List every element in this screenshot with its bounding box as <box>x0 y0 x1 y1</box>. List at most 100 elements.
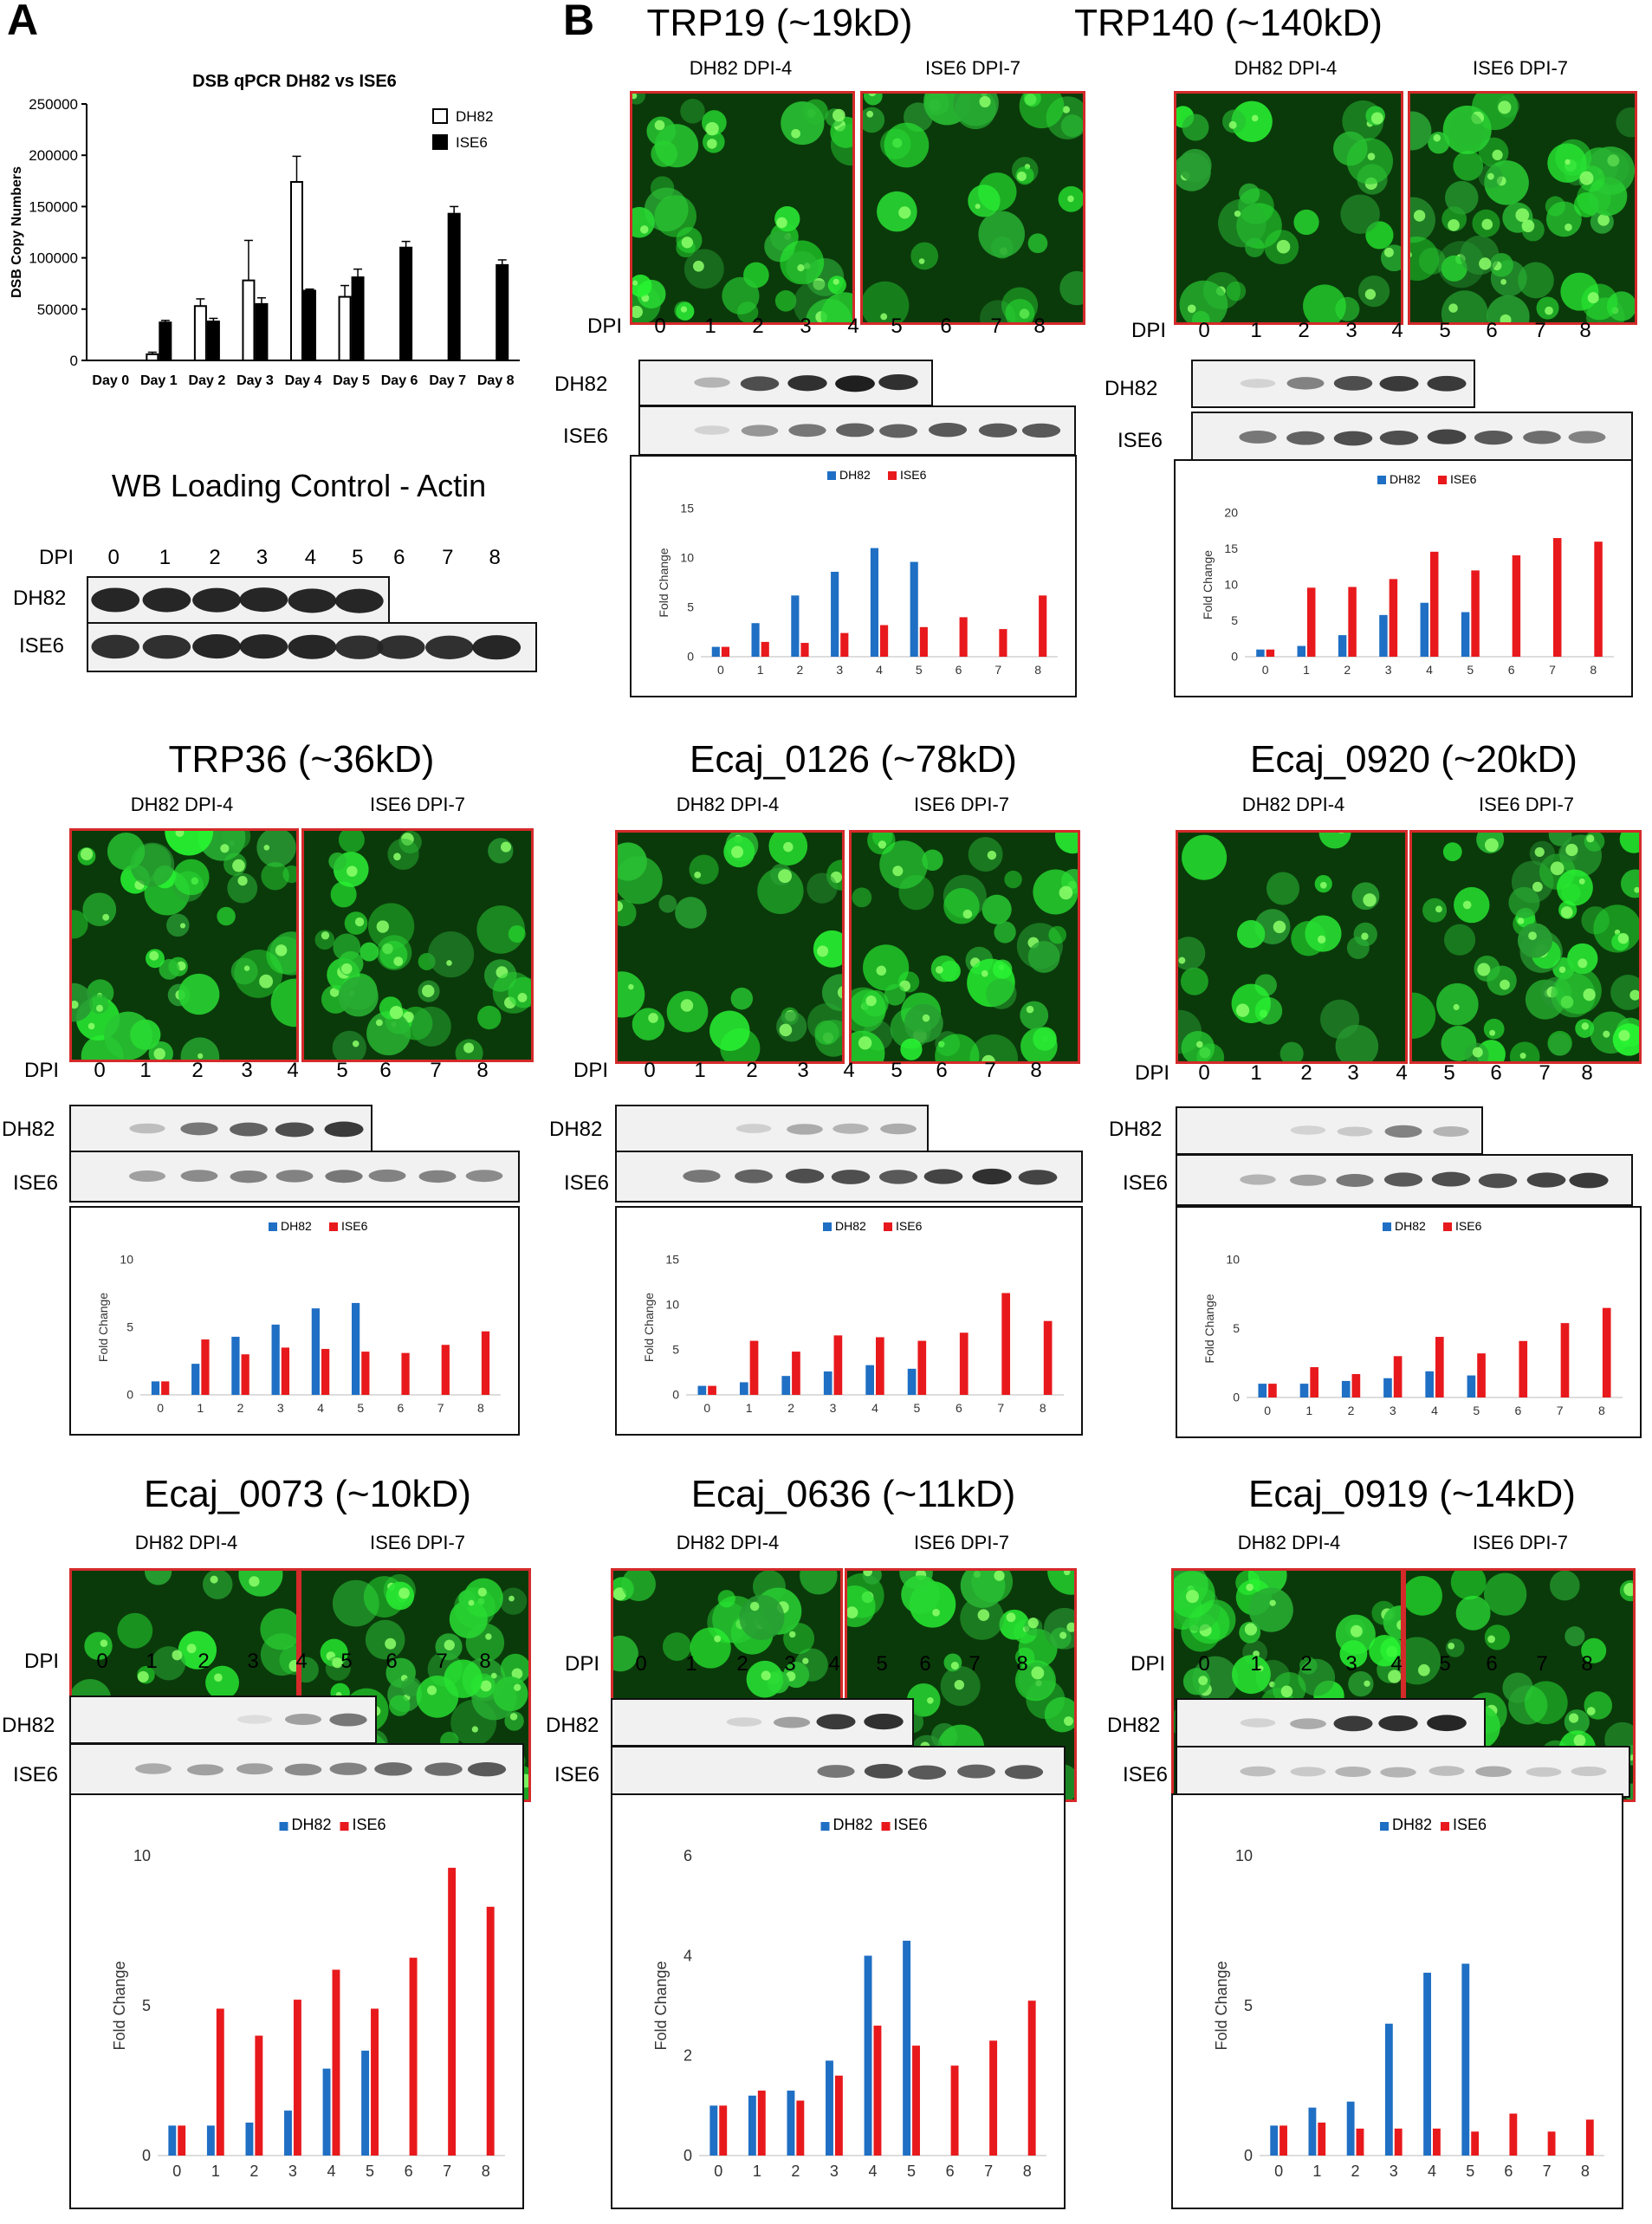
protein-2-dpi-tick: 2 <box>191 1059 204 1082</box>
inclusion <box>1448 1642 1455 1650</box>
blot-band <box>1427 375 1467 392</box>
protein-4-micro-label-dh82: DH82 DPI-4 <box>1241 794 1345 815</box>
blot-band <box>878 373 918 391</box>
fc-legend-swatch <box>1377 476 1386 484</box>
cell <box>332 1030 366 1060</box>
inclusion <box>1388 1670 1401 1683</box>
inclusion <box>618 900 624 912</box>
inclusion <box>1363 893 1377 907</box>
protein-7-lane-ise6: ISE6 <box>1123 1763 1169 1786</box>
inclusion <box>1062 106 1071 113</box>
protein-1-lane-ise6: ISE6 <box>1118 429 1163 452</box>
fc-legend-swatch <box>279 1822 288 1831</box>
inclusion <box>832 278 839 285</box>
cell <box>145 1571 172 1585</box>
fc-ytick-label: 15 <box>1224 541 1238 555</box>
inclusion <box>1500 979 1510 990</box>
fc-bar-ise6 <box>1389 579 1398 657</box>
protein-6-dpi-tick: 4 <box>828 1652 840 1676</box>
protein-1-dpi-tick: 0 <box>1198 319 1210 342</box>
inclusion <box>1565 223 1572 231</box>
inclusion <box>1273 920 1286 934</box>
fc-legend-label: ISE6 <box>1453 1816 1487 1833</box>
inclusion <box>1487 1635 1495 1644</box>
blot-band <box>1333 431 1373 446</box>
cell <box>338 831 365 853</box>
fc-bar-dh82 <box>1299 1384 1309 1397</box>
cell <box>1410 111 1432 151</box>
fc-xtick-label: 3 <box>288 2162 297 2180</box>
micro-svg <box>304 831 531 1060</box>
inclusion <box>1462 900 1472 910</box>
inclusion <box>321 931 330 940</box>
inclusion <box>1364 289 1377 300</box>
protein-3-micro-label-dh82: DH82 DPI-4 <box>676 794 780 815</box>
protein-5-dpi-tick: 7 <box>436 1650 448 1673</box>
protein-0-title: TRP19 (~19kD) <box>646 2 913 44</box>
fc-bar-dh82 <box>231 1336 240 1395</box>
protein-4-dpi-tick: 3 <box>1347 1061 1359 1085</box>
fc-bar-dh82 <box>831 571 839 657</box>
protein-3-blot-ise6 <box>615 1151 1083 1203</box>
protein-6-dpi-tick: 2 <box>736 1652 748 1676</box>
inclusion <box>791 128 800 139</box>
inclusion <box>1577 958 1588 969</box>
blot-band <box>879 424 917 438</box>
inclusion <box>1492 149 1503 161</box>
fc-xtick-label: 8 <box>482 2162 490 2180</box>
qpcr-xtick-label: Day 0 <box>92 373 129 388</box>
qpcr-xtick-label: Day 1 <box>140 373 178 388</box>
protein-5-dpi-tick: 2 <box>198 1650 210 1673</box>
protein-3-micrograph-ise6 <box>849 830 1080 1064</box>
cell <box>1218 198 1267 248</box>
cell <box>1596 152 1629 185</box>
cell <box>1033 869 1078 915</box>
inclusion <box>1063 1571 1071 1576</box>
protein-1-dpi-tick: 2 <box>1298 319 1310 342</box>
inclusion <box>632 305 643 319</box>
cell <box>1616 107 1635 138</box>
blot-band <box>1240 1174 1276 1185</box>
cell <box>1383 1605 1401 1639</box>
micro-svg <box>1176 94 1401 322</box>
inclusion <box>393 956 404 966</box>
fc-xtick-label: 8 <box>477 1401 484 1415</box>
inclusion <box>1487 172 1494 180</box>
fc-ytick-label: 10 <box>133 1847 151 1864</box>
inclusion <box>632 280 638 286</box>
protein-0-dpi-tick: 3 <box>800 314 812 338</box>
inclusion <box>868 94 877 97</box>
fc-ytick-label: 5 <box>687 600 694 614</box>
wb-actin-dpi-tick: 0 <box>107 546 120 569</box>
fc-bar-ise6 <box>873 2026 882 2156</box>
cell <box>1524 1681 1568 1725</box>
fc-legend-swatch <box>1443 1222 1452 1231</box>
protein-1-micro-label-ise6: ISE6 DPI-7 <box>1472 57 1569 79</box>
fc-bar-ise6 <box>1471 2131 1480 2156</box>
qpcr-bar-ise6 <box>399 246 413 361</box>
blot-band <box>788 424 826 438</box>
fc-bar-ise6 <box>1001 1293 1011 1395</box>
protein-4-title: Ecaj_0920 (~20kD) <box>1250 738 1577 781</box>
protein-2-dpi-tick: 4 <box>287 1059 299 1082</box>
fc-bar-dh82 <box>1256 649 1265 657</box>
inclusion <box>694 871 702 879</box>
inclusion <box>847 1606 858 1618</box>
protein-1-dpi-tick: 3 <box>1345 319 1357 342</box>
fold-change-svg: DH82 ISE6 0 5 10 15 Fold Change 0 1 2 3 4 5 6 7 8 <box>642 1219 1064 1415</box>
inclusion <box>263 845 270 851</box>
cell <box>1020 1001 1049 1030</box>
fc-bar-ise6 <box>1512 554 1521 657</box>
fc-bar-ise6 <box>1268 1384 1277 1397</box>
protein-7-blot-ise6 <box>1176 1746 1630 1798</box>
cell <box>301 1657 319 1683</box>
fc-bar-dh82 <box>1420 602 1428 657</box>
fc-bar-ise6 <box>959 617 968 657</box>
cell <box>1014 1647 1035 1667</box>
fc-bar-ise6 <box>876 1337 884 1395</box>
cell <box>658 894 677 913</box>
inclusion <box>210 1575 218 1584</box>
qpcr-ytick-label: 0 <box>70 353 78 369</box>
protein-7-dpi-tick: 2 <box>1300 1652 1312 1676</box>
fc-legend-label: DH82 <box>292 1816 332 1833</box>
